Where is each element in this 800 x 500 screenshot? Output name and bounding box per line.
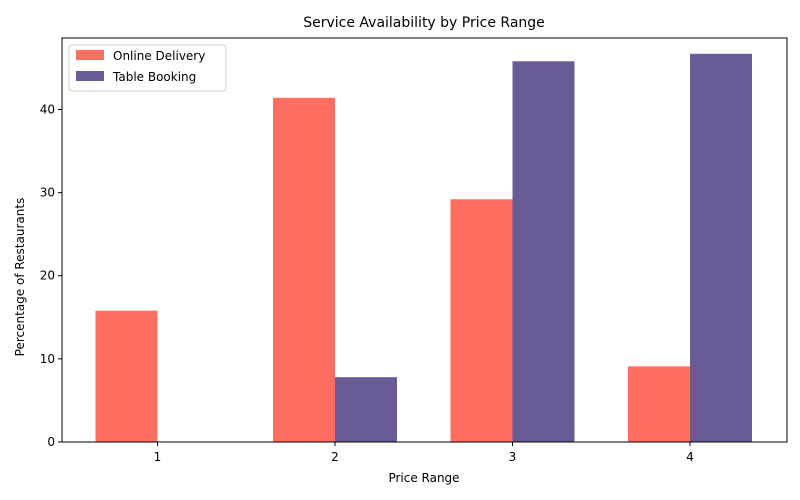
bar-online-delivery-3 xyxy=(450,199,513,442)
y-tick-label: 40 xyxy=(40,102,55,116)
legend-swatch xyxy=(76,50,104,60)
axes-group xyxy=(61,37,788,443)
bars-group xyxy=(95,53,752,442)
legend-swatch xyxy=(76,71,104,81)
legend-label: Online Delivery xyxy=(113,49,205,63)
y-tick-label: 10 xyxy=(40,352,55,366)
legend-box xyxy=(68,44,227,92)
legend: Online Delivery Table Booking xyxy=(68,44,227,92)
y-tick-label: 20 xyxy=(40,269,55,283)
bar-online-delivery-2 xyxy=(273,97,335,442)
plot-frame xyxy=(61,37,788,443)
x-tick-label: 1 xyxy=(154,450,162,464)
y-tick-label: 30 xyxy=(40,186,55,200)
chart-title: Service Availability by Price Range xyxy=(303,15,545,31)
bar-online-delivery-1 xyxy=(95,310,158,442)
x-axis-label: Price Range xyxy=(388,471,459,485)
bar-table-booking-3 xyxy=(512,61,575,442)
bar-table-booking-4 xyxy=(690,53,752,442)
legend-label: Table Booking xyxy=(112,70,196,84)
x-ticks: 1 2 3 4 xyxy=(154,442,694,464)
y-axis-label: Percentage of Restaurants xyxy=(13,198,27,357)
x-tick-label: 2 xyxy=(331,450,339,464)
bar-table-booking-2 xyxy=(335,377,397,442)
bar-online-delivery-4 xyxy=(628,366,690,442)
x-tick-label: 4 xyxy=(686,450,694,464)
x-tick-label: 3 xyxy=(509,450,517,464)
y-tick-label: 0 xyxy=(47,435,55,449)
y-ticks: 0 10 20 30 40 xyxy=(40,102,62,449)
